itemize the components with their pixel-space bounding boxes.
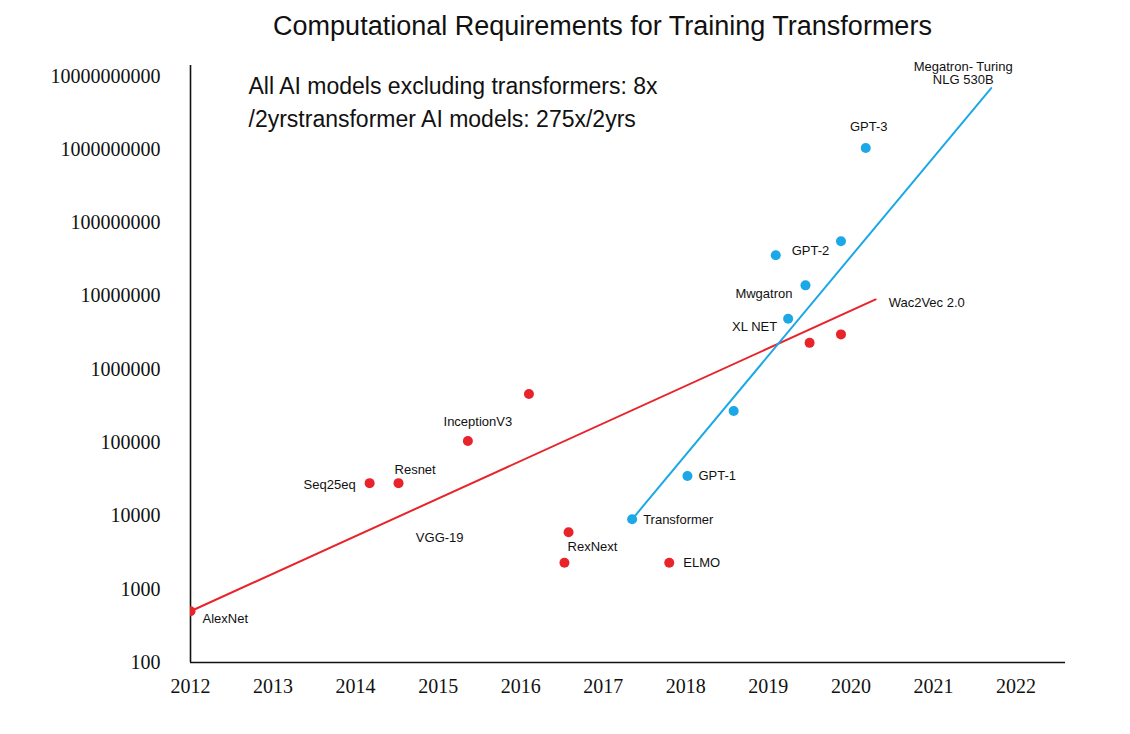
svg-text:GPT-3: GPT-3 [850,119,888,134]
svg-text:100: 100 [131,651,161,673]
svg-text:Megatron- TuringNLG 530B: Megatron- TuringNLG 530B [914,59,1013,87]
svg-text:2020: 2020 [831,675,871,697]
svg-text:2018: 2018 [666,675,706,697]
svg-text:ELMO: ELMO [683,555,720,570]
svg-text:10000000: 10000000 [81,284,161,306]
svg-text:RexNext: RexNext [568,539,618,554]
svg-text:2016: 2016 [501,675,541,697]
svg-text:2014: 2014 [336,675,376,697]
svg-text:2013: 2013 [253,675,293,697]
svg-text:1000000: 1000000 [91,358,161,380]
svg-text:Seq25eq: Seq25eq [304,477,356,492]
svg-text:2021: 2021 [913,675,953,697]
svg-text:GPT-2: GPT-2 [792,243,830,258]
html-text:Computational Requirements for: Computational Requirements for Training … [273,11,932,41]
svg-text:All AI models excluding transf: All AI models excluding transformers: 8x… [249,73,659,131]
svg-text:XL NET: XL NET [732,319,777,334]
svg-text:GPT-1: GPT-1 [698,468,736,483]
svg-text:AlexNet: AlexNet [203,611,249,626]
svg-text:10000: 10000 [111,504,161,526]
svg-text:10000000000: 10000000000 [51,65,161,87]
svg-text:2017: 2017 [583,675,623,697]
svg-text:Wac2Vec 2.0: Wac2Vec 2.0 [889,295,965,310]
svg-text:1000: 1000 [121,578,161,600]
svg-text:Mwgatron: Mwgatron [735,286,792,301]
svg-text:2019: 2019 [748,675,788,697]
svg-text:Transformer: Transformer [643,512,714,527]
svg-text:100000: 100000 [101,431,161,453]
svg-text:2015: 2015 [418,675,458,697]
svg-text:2012: 2012 [171,675,211,697]
svg-text:100000000: 100000000 [71,211,161,233]
svg-text:InceptionV3: InceptionV3 [444,414,513,429]
svg-text:Resnet: Resnet [395,462,437,477]
svg-text:VGG-19: VGG-19 [416,530,464,545]
svg-text:2022: 2022 [996,675,1036,697]
svg-text:1000000000: 1000000000 [61,138,161,160]
